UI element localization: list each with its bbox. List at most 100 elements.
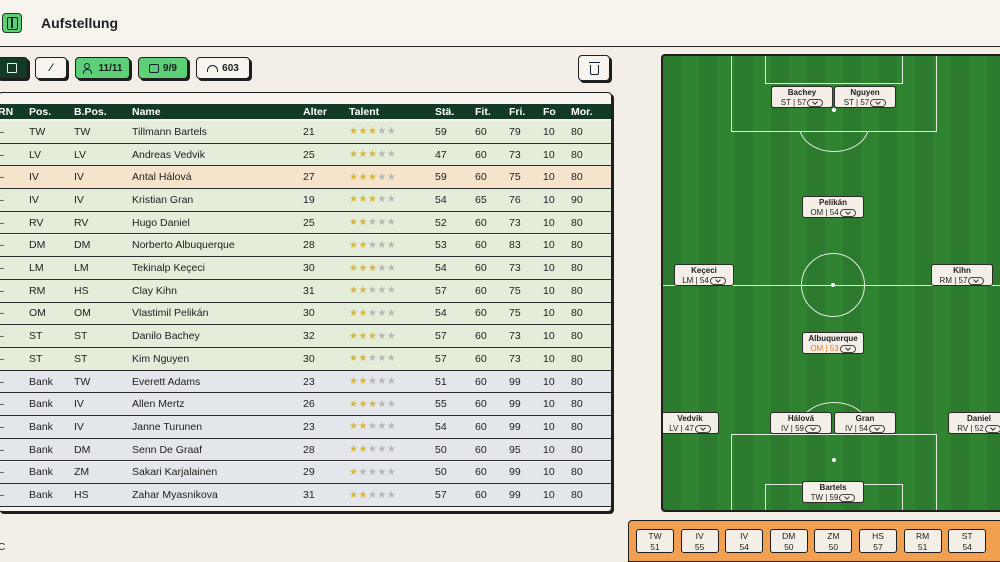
- talent-stars: ★ ★ ★ ★ ★: [349, 393, 419, 415]
- chevron-down-icon[interactable]: [839, 344, 856, 353]
- save-button[interactable]: [0, 57, 28, 79]
- pitch-player-token[interactable]: Daniel RV | 52: [948, 412, 1000, 434]
- delete-button[interactable]: [578, 55, 610, 81]
- header-bpos[interactable]: B.Pos.: [74, 105, 107, 118]
- bench-slot[interactable]: ZM 50: [814, 529, 853, 553]
- player-position-rating: LV | 47: [665, 424, 715, 434]
- top-goal-area: [765, 56, 903, 84]
- star-icon: ★: [358, 398, 368, 410]
- player-name: Albuquerque: [808, 334, 858, 343]
- bench-slot-rating: 57: [873, 542, 883, 552]
- star-icon: ★: [358, 307, 368, 319]
- cell-sta: 50: [435, 466, 447, 479]
- formation-count-badge[interactable]: 9/9: [138, 57, 188, 79]
- chevron-down-icon[interactable]: [839, 208, 856, 217]
- bench-slot[interactable]: DM 50: [769, 529, 808, 553]
- header-name[interactable]: Name: [132, 105, 161, 118]
- bench-slot[interactable]: TW 51: [636, 529, 674, 553]
- player-position-rating: IV | 59: [774, 424, 828, 434]
- cell-bpos: OM: [74, 307, 91, 320]
- bench-strip: TW 51 IV 55 IV 54 DM 50 ZM 50 HS 57 RM 51 ST 54: [628, 520, 1000, 562]
- pitch-player-token[interactable]: Hálová IV | 59: [770, 412, 832, 434]
- players-count-badge[interactable]: 11/11: [75, 57, 130, 79]
- cell-mor: 80: [571, 466, 583, 479]
- cell-fit: 60: [475, 489, 487, 502]
- header-pos[interactable]: Pos.: [29, 105, 52, 118]
- header-fri[interactable]: Fri.: [509, 105, 526, 118]
- chevron-down-icon[interactable]: [807, 98, 824, 107]
- header-sta[interactable]: Stä.: [435, 105, 455, 118]
- pitch-player-token[interactable]: Albuquerque OM | 53: [802, 332, 864, 354]
- cell-fo: 10: [543, 148, 555, 161]
- star-icon: ★: [367, 398, 378, 410]
- cell-mor: 80: [571, 420, 583, 433]
- cell-pos: Bank: [29, 398, 53, 411]
- star-icon: ★: [349, 285, 359, 297]
- chevron-down-icon[interactable]: [984, 424, 1000, 433]
- star-icon: ★: [377, 466, 387, 478]
- sidebar-toggle-icon[interactable]: [2, 13, 22, 33]
- pitch-player-token[interactable]: Nguyen ST | 57: [834, 86, 896, 108]
- header-fit[interactable]: Fit.: [475, 105, 491, 118]
- cell-fit: 60: [475, 330, 487, 343]
- player-name: Pelikán: [818, 198, 847, 207]
- star-icon: ★: [367, 353, 378, 365]
- pitch-player-token[interactable]: Bachey ST | 57: [771, 86, 833, 108]
- star-icon: ★: [367, 217, 378, 229]
- player-name: Daniel: [966, 414, 991, 423]
- cell-fo: 10: [543, 466, 555, 479]
- header-talent[interactable]: Talent: [349, 105, 380, 118]
- bench-slot[interactable]: HS 57: [859, 529, 897, 553]
- header-mor[interactable]: Mor.: [571, 105, 593, 118]
- bench-slot[interactable]: IV 55: [680, 529, 719, 553]
- chevron-down-icon[interactable]: [709, 276, 726, 285]
- pitch-player-token[interactable]: Pelikán OM | 54: [802, 196, 864, 218]
- pitch-player-token[interactable]: Gran IV | 54: [834, 412, 896, 434]
- player-rating: 59: [795, 424, 804, 433]
- chevron-down-icon[interactable]: [968, 276, 985, 285]
- header-age[interactable]: Alter: [303, 105, 327, 118]
- bench-slot[interactable]: ST 54: [948, 529, 987, 553]
- chevron-down-icon[interactable]: [694, 424, 711, 433]
- chevron-down-icon[interactable]: [869, 424, 885, 433]
- chevron-down-icon[interactable]: [805, 424, 821, 433]
- bench-slot[interactable]: IV 54: [725, 529, 764, 553]
- chevron-down-icon[interactable]: [870, 98, 887, 107]
- header-fo[interactable]: Fo: [543, 105, 556, 118]
- cell-rn: –: [0, 348, 22, 370]
- player-name: Kihn: [953, 266, 971, 275]
- cell-fri: 99: [509, 398, 521, 411]
- top-bar: Aufstellung: [0, 0, 1000, 47]
- pitch-player-token[interactable]: Kihn RM | 57: [931, 264, 993, 286]
- pitch-player-token[interactable]: Vedvik LV | 47: [663, 412, 719, 434]
- pitch-player-token[interactable]: Keçeci LM | 54: [674, 264, 734, 286]
- pitch-player-token[interactable]: Bartels TW | 59: [802, 481, 864, 503]
- bench-slot-position: ST: [961, 531, 973, 541]
- talent-stars: ★ ★ ★ ★ ★: [349, 303, 419, 325]
- bench-slot[interactable]: RM 51: [903, 529, 942, 553]
- strength-badge[interactable]: 603: [196, 57, 250, 79]
- talent-stars: ★ ★ ★ ★ ★: [349, 166, 419, 188]
- header-rn[interactable]: RN: [0, 105, 14, 118]
- star-icon: ★: [377, 217, 387, 229]
- auto-lineup-button[interactable]: ⁄: [35, 57, 67, 79]
- chevron-down-icon[interactable]: [839, 493, 856, 502]
- cell-rn: –: [0, 325, 22, 347]
